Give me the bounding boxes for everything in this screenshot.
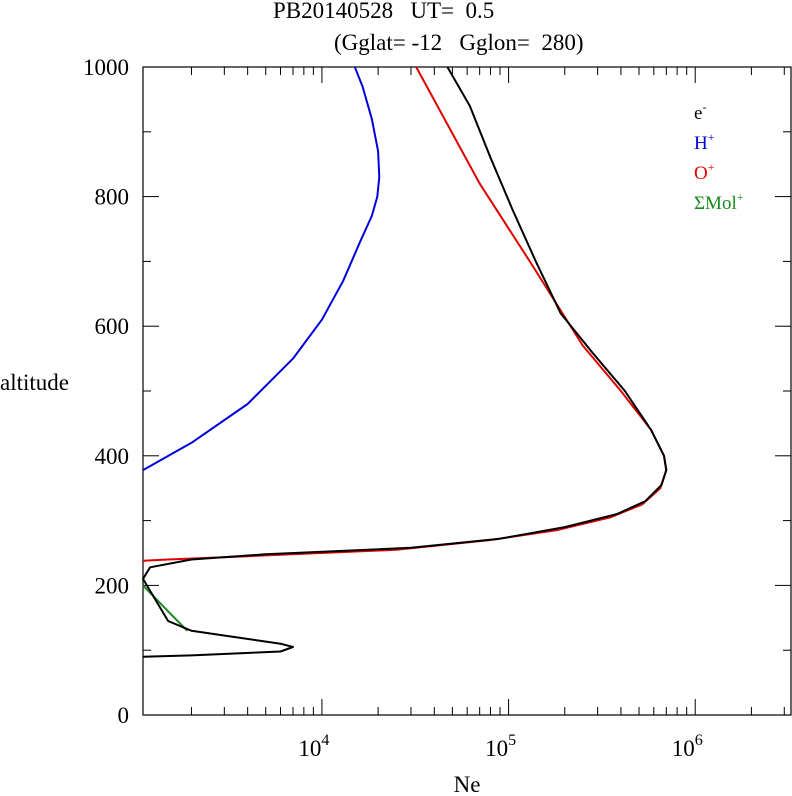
legend-entry: O+ <box>694 160 715 185</box>
x-tick-exponent: 4 <box>321 732 329 749</box>
x-tick-exponent: 5 <box>508 732 516 749</box>
y-tick-label: 600 <box>95 314 130 339</box>
x-axis-label: Ne <box>454 772 481 796</box>
legend-entry-name: H <box>694 133 708 154</box>
series-line-mol <box>142 584 189 632</box>
y-tick-label: 200 <box>95 573 130 598</box>
series-line-o <box>142 66 668 562</box>
legend-entry-charge: + <box>707 130 715 144</box>
x-tick-label: 106 <box>672 732 703 761</box>
legend-entry: e- <box>694 100 706 125</box>
legend-entry-name: e <box>694 103 703 124</box>
series-line-h <box>142 66 381 471</box>
minor-ticks <box>143 67 791 715</box>
y-axis-label: altitude <box>0 370 69 395</box>
y-tick-label: 0 <box>118 703 130 728</box>
legend-entry-name: ΣMol <box>694 193 737 214</box>
x-tick-base: 10 <box>298 736 321 761</box>
legend-entry: H+ <box>694 130 715 155</box>
y-tick-label: 1000 <box>83 55 129 80</box>
legend-entry-charge: + <box>707 160 715 174</box>
legend-entry-charge: + <box>736 190 744 204</box>
x-tick-exponent: 6 <box>695 732 703 749</box>
legend-entry-charge: - <box>702 100 707 114</box>
x-tick-base: 10 <box>672 736 695 761</box>
y-tick-label: 800 <box>95 185 130 210</box>
legend-entry-name: O <box>694 163 708 184</box>
x-tick-base: 10 <box>485 736 508 761</box>
major-ticks <box>143 66 791 716</box>
legend-entry: ΣMol+ <box>694 190 744 215</box>
x-tick-label: 104 <box>298 732 329 761</box>
x-tick-label: 105 <box>485 732 516 761</box>
chart-title: PB20140528 UT= 0.5 <box>273 0 495 23</box>
y-tick-labels: 0 200 400 600 800 1000 <box>83 55 129 728</box>
x-tick-labels: 104 105 106 <box>298 732 702 761</box>
series-lines <box>142 66 668 658</box>
series-line-e <box>142 66 668 658</box>
chart-subtitle: (Gglat= -12 Gglon= 280) <box>334 30 584 55</box>
y-tick-label: 400 <box>95 444 130 469</box>
